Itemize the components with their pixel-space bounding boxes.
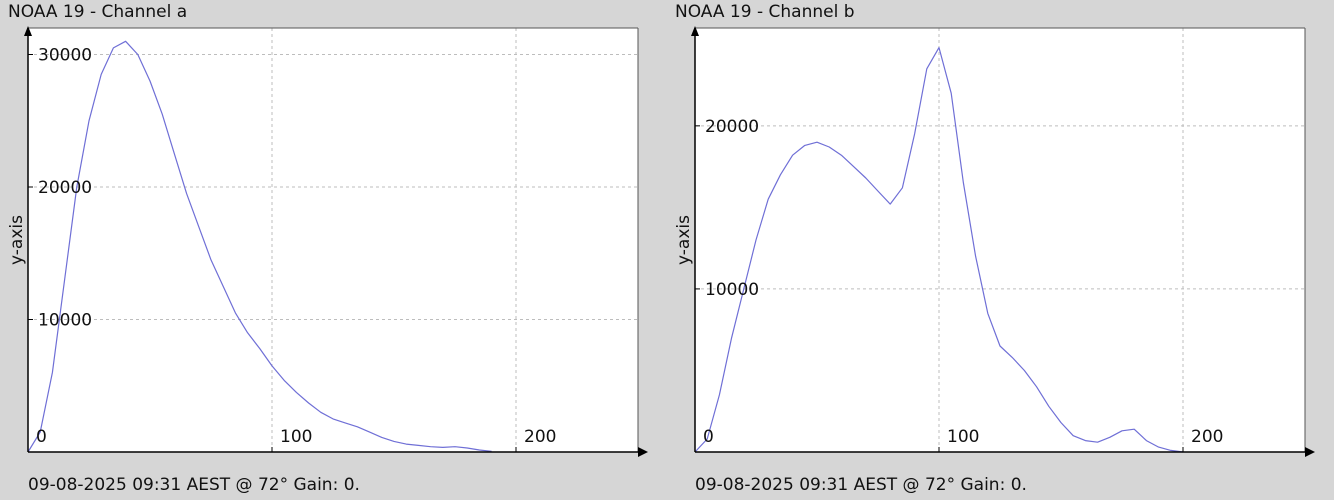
chart-title: NOAA 19 - Channel a	[8, 2, 188, 22]
plot-area	[695, 28, 1305, 452]
series-line	[27, 40, 492, 453]
x-axis-arrow	[1305, 447, 1315, 457]
chart-footer: 09-08-2025 09:31 AEST @ 72° Gain: 0.	[28, 475, 360, 495]
y-tick-label: 10000	[705, 280, 759, 300]
x-axis-arrow	[638, 447, 648, 457]
x-tick-label: 100	[947, 427, 979, 447]
chart-title: NOAA 19 - Channel b	[675, 2, 855, 22]
x-tick-label: 200	[524, 427, 556, 447]
series-line	[694, 46, 1184, 453]
x-tick-label: 0	[36, 427, 47, 447]
y-axis-arrow	[691, 26, 699, 36]
y-axis-label: y-axis	[7, 215, 27, 265]
chart-a-svg: 0 100 200 10000 20000 30000 y-axis	[7, 26, 648, 457]
chart-footer: 09-08-2025 09:31 AEST @ 72° Gain: 0.	[695, 475, 1027, 495]
chart-panel-b: NOAA 19 - Channel b 0 100 200 10000 20000 y-a…	[667, 0, 1334, 500]
y-tick-label: 10000	[38, 311, 92, 331]
x-tick-label: 0	[703, 427, 714, 447]
y-axis-arrow	[24, 26, 32, 36]
x-tick-label: 100	[280, 427, 312, 447]
y-tick-label: 20000	[705, 117, 759, 137]
plot-area	[28, 28, 638, 452]
chart-panel-a: NOAA 19 - Channel a 0 100 200 10000 20000 300…	[7, 2, 648, 495]
chart-b-svg: 0 100 200 10000 20000 y-axis	[674, 26, 1315, 457]
y-tick-label: 30000	[38, 46, 92, 66]
y-axis-label: y-axis	[674, 215, 694, 265]
y-tick-label: 20000	[38, 178, 92, 198]
x-tick-label: 200	[1191, 427, 1223, 447]
